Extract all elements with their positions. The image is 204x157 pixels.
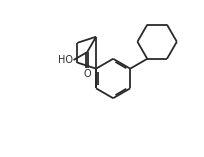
Text: O: O (83, 69, 91, 79)
Text: HO: HO (58, 55, 73, 65)
